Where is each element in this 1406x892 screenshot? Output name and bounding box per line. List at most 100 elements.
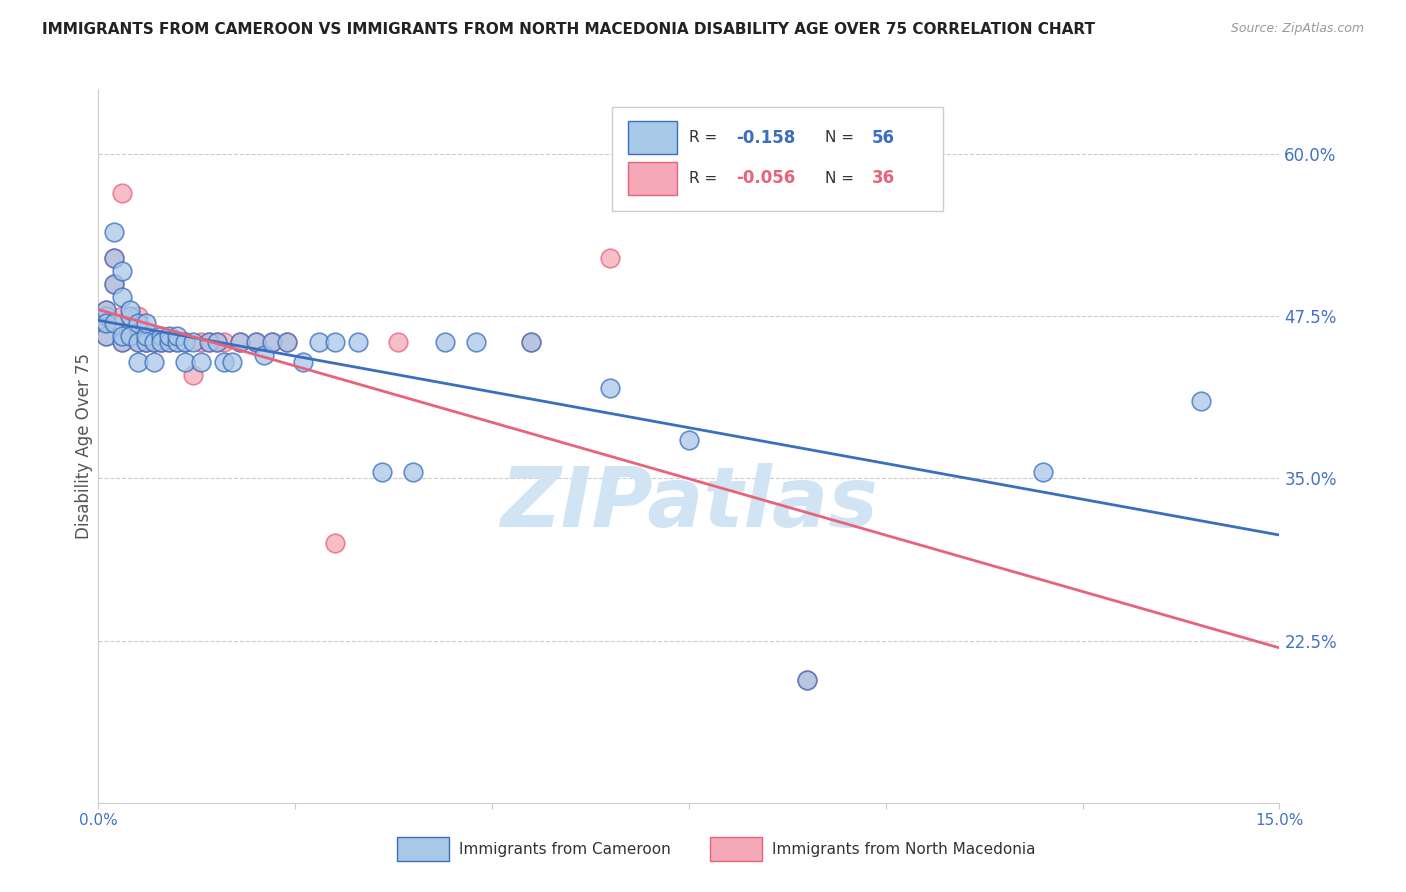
FancyBboxPatch shape xyxy=(710,837,762,862)
Point xyxy=(174,354,197,368)
Point xyxy=(292,354,315,368)
Point xyxy=(111,310,134,324)
Point xyxy=(308,335,330,350)
Point xyxy=(127,316,149,330)
Point xyxy=(103,316,125,330)
Point xyxy=(205,335,228,350)
Text: R =: R = xyxy=(689,130,723,145)
Point xyxy=(96,316,118,330)
Point xyxy=(127,335,149,350)
Point xyxy=(245,335,267,350)
Point xyxy=(197,335,219,350)
Point xyxy=(253,348,276,362)
Y-axis label: Disability Age Over 75: Disability Age Over 75 xyxy=(75,353,93,539)
Point xyxy=(157,328,180,343)
Point xyxy=(260,335,283,350)
Point xyxy=(103,251,125,265)
Point xyxy=(174,335,197,350)
Point xyxy=(205,335,228,350)
Point xyxy=(142,335,165,350)
Point xyxy=(150,328,173,343)
Point xyxy=(103,277,125,291)
Point xyxy=(260,335,283,350)
Point xyxy=(111,335,134,350)
Point xyxy=(433,335,456,350)
Point xyxy=(678,433,700,447)
Text: Immigrants from North Macedonia: Immigrants from North Macedonia xyxy=(772,842,1035,856)
Point xyxy=(190,335,212,350)
Point xyxy=(96,316,118,330)
Point xyxy=(190,354,212,368)
Point xyxy=(118,328,141,343)
Point xyxy=(103,225,125,239)
Point xyxy=(599,251,621,265)
Point xyxy=(142,335,165,350)
Point xyxy=(347,335,370,350)
Point xyxy=(214,354,236,368)
Point xyxy=(150,335,173,350)
Point xyxy=(135,335,157,350)
Point xyxy=(127,310,149,324)
Point xyxy=(1189,393,1212,408)
Point xyxy=(127,354,149,368)
Point xyxy=(111,328,134,343)
Point xyxy=(599,381,621,395)
Point xyxy=(135,328,157,343)
Point xyxy=(157,335,180,350)
Point xyxy=(371,465,394,479)
Point xyxy=(111,335,134,350)
Point xyxy=(103,251,125,265)
Text: 56: 56 xyxy=(872,128,896,146)
Point xyxy=(111,186,134,200)
Point xyxy=(96,310,118,324)
Point xyxy=(181,368,204,382)
Point xyxy=(387,335,409,350)
Point xyxy=(135,335,157,350)
Point xyxy=(181,335,204,350)
Point xyxy=(96,328,118,343)
Point xyxy=(166,335,188,350)
Point xyxy=(214,335,236,350)
Point xyxy=(96,328,118,343)
Text: R =: R = xyxy=(689,171,723,186)
Point xyxy=(166,335,188,350)
Point xyxy=(166,328,188,343)
Text: N =: N = xyxy=(825,171,859,186)
FancyBboxPatch shape xyxy=(398,837,449,862)
Point xyxy=(150,335,173,350)
Point xyxy=(323,536,346,550)
Point xyxy=(127,328,149,343)
Point xyxy=(135,316,157,330)
Text: -0.158: -0.158 xyxy=(737,128,796,146)
FancyBboxPatch shape xyxy=(612,107,943,211)
Point xyxy=(103,277,125,291)
Text: IMMIGRANTS FROM CAMEROON VS IMMIGRANTS FROM NORTH MACEDONIA DISABILITY AGE OVER : IMMIGRANTS FROM CAMEROON VS IMMIGRANTS F… xyxy=(42,22,1095,37)
Point xyxy=(229,335,252,350)
Point xyxy=(245,335,267,350)
Point xyxy=(221,354,243,368)
Point xyxy=(118,328,141,343)
Point xyxy=(520,335,543,350)
Text: N =: N = xyxy=(825,130,859,145)
Point xyxy=(127,335,149,350)
Point xyxy=(197,335,219,350)
Point xyxy=(96,310,118,324)
Point xyxy=(96,302,118,317)
Point xyxy=(111,290,134,304)
Point xyxy=(96,302,118,317)
Text: 36: 36 xyxy=(872,169,896,187)
Point xyxy=(118,310,141,324)
Point xyxy=(118,302,141,317)
FancyBboxPatch shape xyxy=(627,162,678,194)
Text: Source: ZipAtlas.com: Source: ZipAtlas.com xyxy=(1230,22,1364,36)
Point xyxy=(276,335,298,350)
Point xyxy=(229,335,252,350)
Point xyxy=(142,335,165,350)
Point xyxy=(465,335,488,350)
Point xyxy=(157,335,180,350)
Point xyxy=(135,335,157,350)
Point xyxy=(796,673,818,687)
Point xyxy=(276,335,298,350)
Point xyxy=(174,335,197,350)
Point xyxy=(323,335,346,350)
